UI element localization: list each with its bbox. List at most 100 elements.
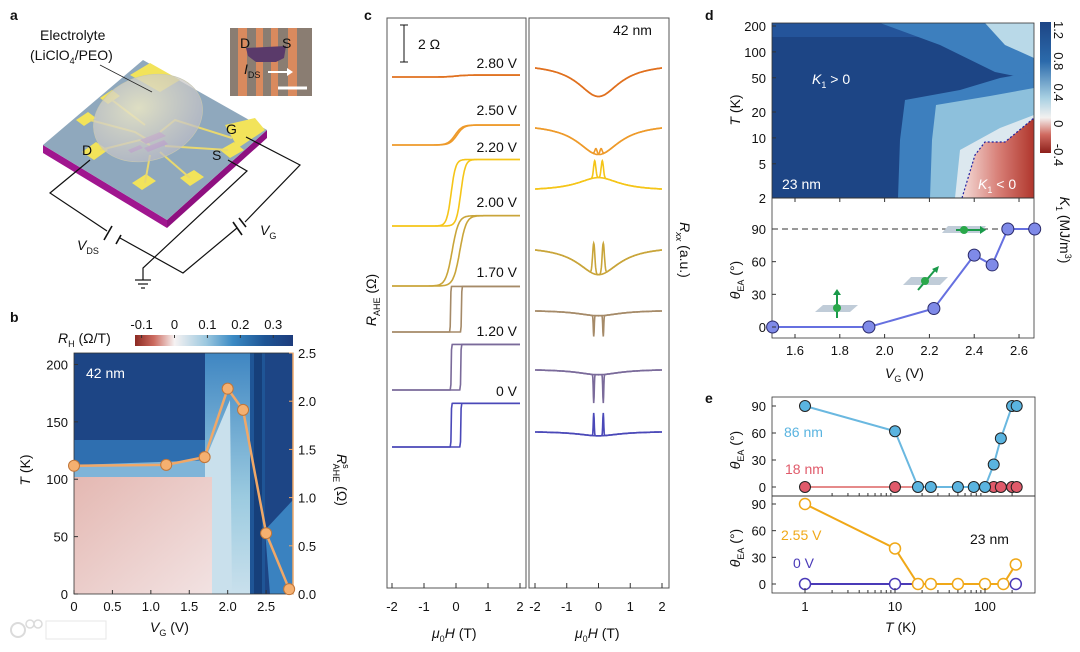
vds-sub: DS xyxy=(86,246,99,256)
d-region-pos: K1 > 0 xyxy=(812,71,850,90)
e-bottom-data-point xyxy=(978,577,992,591)
current-letter: I xyxy=(244,61,248,77)
b-data-point xyxy=(283,583,296,596)
d-ytick-label: 200 xyxy=(744,19,766,34)
c-left-xtick-label: 1 xyxy=(484,599,491,614)
e-annotation: 23 nm xyxy=(970,531,1009,547)
c-right-ylabel-sub: xx xyxy=(674,231,684,242)
ground-icon xyxy=(135,279,151,289)
c-left-xlabel-unit: (T) xyxy=(455,625,477,641)
c-rxx-curve xyxy=(535,127,662,156)
battery-vg-icon xyxy=(232,217,247,236)
b-y2label-sub: AHE xyxy=(331,464,341,483)
panel-label-c: c xyxy=(364,7,372,23)
d-data-point xyxy=(862,320,876,334)
b-data-point xyxy=(198,451,211,464)
e-legend-0v: 0 V xyxy=(793,555,815,571)
b-ytick-label: 200 xyxy=(46,357,68,372)
b-data-point xyxy=(260,527,273,540)
e-top-data-point xyxy=(979,481,991,493)
c-left-ylabel: RAHE (Ω) xyxy=(363,274,382,326)
d-data-point xyxy=(1028,222,1042,236)
e-bottom-data-point xyxy=(911,577,925,591)
c-right-ylabel-letter: R xyxy=(677,222,693,232)
c-rxx-curve xyxy=(535,158,662,190)
d-lower-ytick-label: 0 xyxy=(759,320,766,335)
d-xlabel-unit: (V) xyxy=(901,365,924,381)
d-region-neg-text: < 0 xyxy=(992,176,1016,192)
c-scale-bar: 2 Ω xyxy=(400,24,440,63)
b-data-point xyxy=(160,458,173,471)
c-left-xlabel-sub: 0 xyxy=(440,634,445,644)
vg-sub: G xyxy=(269,231,276,241)
e-ticks: 0 30 60 90 0 30 60 90 1 10 100 xyxy=(752,399,1013,614)
d-ytick-label: 50 xyxy=(752,71,766,86)
e-bottom-data-point xyxy=(997,577,1010,591)
electrolyte-formula: (LiClO4/PEO) xyxy=(30,47,113,66)
circuit-wires xyxy=(48,136,301,280)
vds-label: VDS xyxy=(77,237,99,256)
e-bottom-data-point xyxy=(924,577,938,591)
c-annotation: 42 nm xyxy=(613,22,652,38)
panel-label-e: e xyxy=(705,390,713,406)
d-colorbar xyxy=(1040,22,1051,153)
formula-start: (LiClO xyxy=(30,47,70,63)
d-region-neg: K1 < 0 xyxy=(978,176,1016,195)
inset-current-label: IDS xyxy=(244,61,260,80)
b-xlabel-unit: (V) xyxy=(166,619,189,635)
c-right-xtick-label: 1 xyxy=(627,599,634,614)
c-right-xlabel-unit: (T) xyxy=(598,625,620,641)
rh-sub: H xyxy=(68,339,75,349)
c-ahe-curve xyxy=(392,402,520,448)
b-annotation: 42 nm xyxy=(86,365,125,381)
c-ahe-curve xyxy=(392,214,520,287)
d-region-neg-letter: K xyxy=(978,176,988,192)
c-rxx-curve xyxy=(535,310,662,337)
e-top-data-point xyxy=(987,458,1000,471)
b-xtick-label: 0 xyxy=(70,599,77,614)
panel-label-d: d xyxy=(705,7,714,23)
e-top-ytick-label: 30 xyxy=(752,453,766,468)
spin-inplane-icon xyxy=(942,226,986,234)
c-scale-bar-label: 2 Ω xyxy=(418,36,440,52)
d-annotation: 23 nm xyxy=(782,176,821,192)
e-legend-86nm: 86 nm xyxy=(784,424,823,440)
panel-label-a: a xyxy=(10,7,18,23)
inset-drain-label: D xyxy=(240,35,250,51)
c-ahe-curve xyxy=(392,74,520,78)
e-top-ytick-label: 0 xyxy=(759,480,766,495)
e-bottom-data-point xyxy=(798,497,812,511)
e-top-data-point xyxy=(799,481,811,493)
c-rxx-curve xyxy=(535,67,662,98)
c-left-xtick-label: -2 xyxy=(386,599,398,614)
d-xtick-label: 2.6 xyxy=(1010,343,1028,358)
e-top-data-point xyxy=(799,400,811,412)
b-y2tick-label: 0.0 xyxy=(298,587,316,602)
c-left-xlabel-mu: μ xyxy=(431,625,440,641)
c-left-xlabel-h: H xyxy=(445,625,456,641)
b-data-point xyxy=(68,459,80,472)
e-xtick-label: 100 xyxy=(974,599,996,614)
c-right-xlabel: μ0H (T) xyxy=(574,625,620,644)
e-legend-2-55v: 2.55 V xyxy=(781,527,822,543)
e-bottom-ytick-label: 30 xyxy=(752,550,766,565)
e-top-ytick-label: 60 xyxy=(752,426,766,441)
e-top-data-point xyxy=(1010,400,1023,412)
d-xtick-label: 2.4 xyxy=(965,343,983,358)
device-photo-inset: D S IDS xyxy=(230,28,312,96)
d-colorbar-tick-label: 0 xyxy=(1051,120,1066,127)
b-ytick-label: 0 xyxy=(61,587,68,602)
watermark-logo xyxy=(10,619,107,640)
c-rxx-curve xyxy=(535,412,662,437)
b-ytick-label: 100 xyxy=(46,472,68,487)
d-xtick-label: 1.8 xyxy=(831,343,849,358)
k1-zero-contour xyxy=(961,117,1034,198)
e-bottom-ylabel-unit: (°) xyxy=(727,529,743,548)
rh-heatmap: 42 nm xyxy=(74,353,293,594)
d-data-point xyxy=(985,258,999,272)
e-bottom-ytick-label: 0 xyxy=(759,577,766,592)
c-right-ylabel-unit: (a.u.) xyxy=(677,241,693,278)
b-data-point xyxy=(237,403,250,416)
d-ytick-label: 100 xyxy=(744,45,766,60)
b-y2label-unit: (Ω) xyxy=(334,486,350,506)
